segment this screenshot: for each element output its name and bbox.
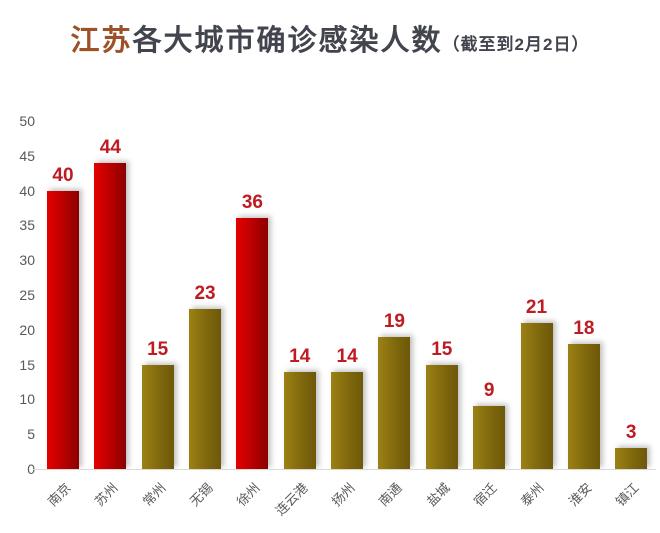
bar [141, 364, 174, 469]
bar-value-label: 14 [336, 345, 358, 367]
x-category-label: 宿迁 [470, 480, 500, 510]
bar [236, 218, 269, 469]
chart-title-region: 江苏 [70, 25, 133, 57]
bar [283, 371, 316, 469]
y-tick-label: 45 [19, 147, 35, 164]
bar-value-label: 21 [525, 296, 548, 318]
x-category-label: 南京 [44, 480, 74, 510]
bar-value-label: 36 [241, 192, 263, 214]
bar-value-label: 44 [99, 136, 121, 158]
x-category-label: 盐城 [423, 480, 453, 510]
x-category-label: 扬州 [328, 480, 358, 510]
chart-title-date-note: （截至到2月2日） [442, 35, 590, 54]
chart-title-text: 各大城市确诊感染人数 [132, 25, 443, 57]
x-category-label: 南通 [376, 480, 406, 510]
bar-value-label: 23 [194, 282, 216, 304]
bar-value-label: 14 [289, 345, 311, 367]
bar [189, 308, 222, 469]
y-tick-label: 30 [19, 252, 35, 269]
x-category-label: 淮安 [565, 480, 595, 510]
y-tick-label: 40 [19, 182, 35, 199]
bar-value-label: 40 [52, 164, 74, 186]
y-tick-label: 35 [19, 217, 35, 234]
bar [331, 371, 364, 469]
bar [520, 322, 553, 469]
x-category-label: 苏州 [92, 480, 122, 510]
x-category-label: 连云港 [272, 480, 311, 519]
bar [615, 448, 648, 469]
y-tick-label: 0 [27, 461, 35, 477]
bar [473, 406, 506, 469]
bar [425, 364, 458, 469]
x-category-label: 常州 [139, 480, 169, 510]
bar [378, 336, 411, 469]
bar [47, 190, 79, 469]
x-category-label: 徐州 [234, 480, 264, 510]
y-tick-label: 20 [19, 321, 35, 338]
x-category-label: 泰州 [518, 480, 548, 510]
y-tick-label: 15 [19, 356, 35, 373]
bar-value-label: 15 [147, 338, 169, 360]
bar [567, 343, 600, 469]
y-tick-label: 10 [19, 391, 35, 408]
y-tick-label: 25 [19, 287, 35, 303]
x-axis-line [33, 469, 656, 470]
y-tick-label: 50 [19, 113, 35, 129]
x-category-label: 无锡 [186, 480, 216, 510]
chart-title: 江苏各大城市确诊感染人数（截至到2月2日） [0, 17, 660, 59]
bar-value-label: 18 [573, 317, 595, 339]
bar [94, 162, 127, 469]
bar-value-label: 3 [625, 422, 637, 444]
y-tick-label: 5 [27, 426, 35, 443]
bar-value-label: 15 [431, 338, 453, 360]
x-category-label: 镇江 [612, 480, 642, 510]
bar-value-label: 19 [383, 310, 405, 332]
bar-value-label: 9 [483, 380, 495, 402]
